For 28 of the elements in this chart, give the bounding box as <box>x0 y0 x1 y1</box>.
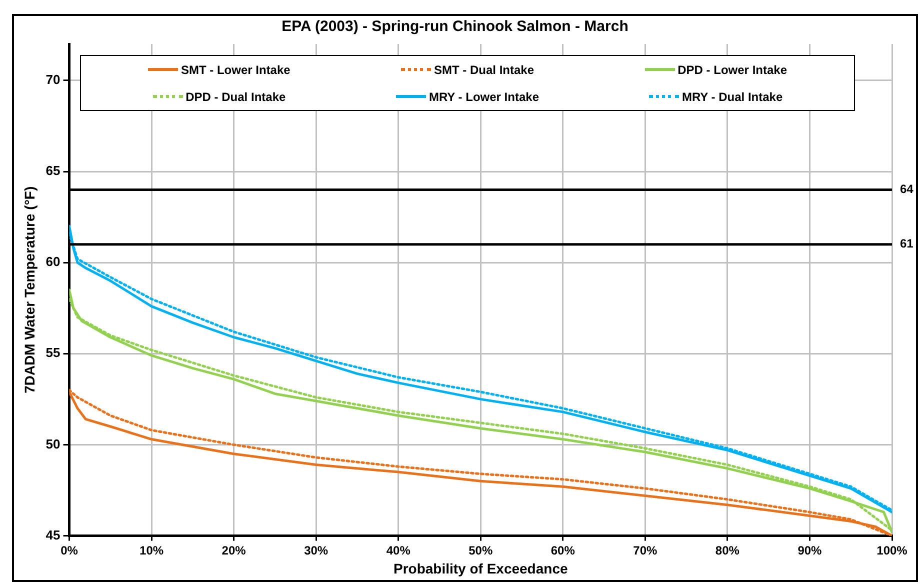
x-tick-label: 0% <box>60 543 78 558</box>
x-tick-label: 10% <box>140 543 164 558</box>
chart-title: EPA (2003) - Spring-run Chinook Salmon - March <box>282 18 628 36</box>
legend-label: MRY - Lower Intake <box>428 90 540 104</box>
x-tick-label: 30% <box>304 543 328 558</box>
legend-label: MRY - Dual Intake <box>680 90 784 104</box>
y-tick-label: 60 <box>46 254 60 270</box>
y-tick-label: 50 <box>46 436 60 452</box>
legend-label: DPD - Lower Intake <box>676 62 788 76</box>
x-tick-label: 80% <box>715 543 740 558</box>
y-tick-label: 45 <box>46 527 60 542</box>
x-tick-label: 60% <box>550 543 576 558</box>
x-axis-title: Probability of Exceedance <box>393 560 568 576</box>
x-tick-label: 20% <box>222 543 246 558</box>
ref-line-label: 64 <box>900 182 914 196</box>
y-tick-label: 70 <box>46 72 60 88</box>
x-tick-label: 40% <box>386 543 411 558</box>
legend-label: SMT - Lower Intake <box>180 62 292 76</box>
x-tick-label: 70% <box>633 543 658 558</box>
y-tick-label: 65 <box>46 163 60 178</box>
x-tick-label: 90% <box>798 543 822 558</box>
y-tick-label: 55 <box>46 345 60 360</box>
x-tick-label: 100% <box>876 543 908 558</box>
ref-line-label: 61 <box>900 236 914 251</box>
legend-label: SMT - Dual Intake <box>432 62 535 76</box>
y-axis-title: 7DADM Water Temperature (°F) <box>21 186 38 394</box>
legend-label: DPD - Dual Intake <box>184 90 287 104</box>
x-tick-label: 50% <box>468 543 493 558</box>
